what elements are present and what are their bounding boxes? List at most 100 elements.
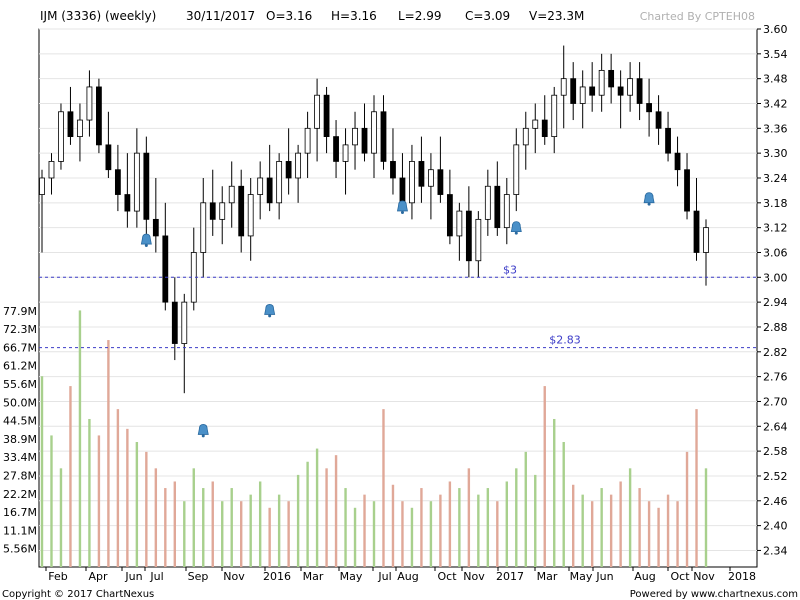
volume-bar <box>524 451 527 567</box>
candle-body <box>646 103 652 113</box>
candle-body <box>617 86 624 96</box>
candle-body <box>465 210 472 262</box>
volume-bar <box>401 501 404 567</box>
candle-body <box>598 69 605 96</box>
volume-bar <box>382 409 385 567</box>
time-tick-label: May <box>570 570 593 583</box>
time-tick-label: 2016 <box>263 570 291 583</box>
chart-header: IJM (3336) (weekly) 30/11/2017 O=3.16 H=… <box>40 9 755 23</box>
volume-bar <box>448 481 452 567</box>
time-tick-label: Apr <box>88 570 108 583</box>
candle-body <box>228 185 235 204</box>
price-tick-label: 2.94 <box>763 296 788 309</box>
candle-body <box>96 86 102 146</box>
price-tick-label: 2.58 <box>763 445 788 458</box>
time-tick-label: Nov <box>693 570 715 583</box>
candlestick-series <box>39 45 709 394</box>
volume-bar <box>258 481 262 567</box>
price-tick-label: 2.88 <box>763 321 788 334</box>
time-axis: Feb Apr Jun Jul Sep Nov 2016 Mar May Jul Aug Oct Nov… <box>45 567 756 583</box>
volume-axis: 77.9M 72.3M 66.7M 61.2M 55.6M 50.0M 44.5M 38.9M… <box>3 305 37 556</box>
candle-body <box>522 127 529 146</box>
volume-bar <box>666 494 670 567</box>
price-tick-label: 3.00 <box>763 271 788 284</box>
alert-bell-icon <box>396 200 408 214</box>
volume-bar <box>164 488 167 567</box>
alert-bell-icon <box>264 304 276 318</box>
candle-body <box>503 194 510 229</box>
price-tick-label: 2.82 <box>763 346 788 359</box>
volume-bar <box>590 501 594 567</box>
candle-body <box>48 161 55 179</box>
time-tick-label: Jun <box>595 570 613 583</box>
price-tick-label: 2.70 <box>763 395 788 408</box>
volume-tick-label: 72.3M <box>3 323 37 336</box>
candle-body <box>693 210 700 253</box>
volume-bar <box>467 468 471 567</box>
price-tick-label: 3.18 <box>763 197 788 210</box>
candle-body <box>295 152 302 179</box>
time-tick-label: Jun <box>124 570 142 583</box>
candle-body <box>636 78 643 104</box>
candle-body <box>494 185 501 229</box>
time-tick-label: Feb <box>48 570 67 583</box>
candle-body <box>276 161 283 204</box>
volume-tick-label: 22.2M <box>3 488 37 501</box>
bell-body <box>140 233 152 245</box>
candle-body <box>380 111 387 162</box>
volume-tick-label: 44.5M <box>3 415 37 428</box>
candle-body <box>484 185 491 220</box>
price-tick-label: 2.34 <box>763 544 788 557</box>
candle-body <box>86 86 93 121</box>
volume-bar <box>230 488 233 567</box>
candle-body <box>513 144 520 195</box>
volume-bar <box>458 488 461 567</box>
time-tick-label: Jul <box>377 570 391 583</box>
candle-body <box>58 111 64 162</box>
volume-bar <box>609 494 613 567</box>
price-tick-label: 3.06 <box>763 246 788 259</box>
candle-body <box>418 161 425 187</box>
bell-body <box>396 200 408 212</box>
price-tick-label: 3.30 <box>763 147 788 160</box>
volume-bar <box>515 468 518 567</box>
copyright-text: Copyright © 2017 ChartNexus <box>2 589 154 600</box>
time-tick-label: Mar <box>537 570 558 583</box>
volume-bar <box>534 474 537 567</box>
volume-tick-label: 77.9M <box>3 305 37 318</box>
symbol-label: IJM (3336) (weekly) <box>40 9 156 23</box>
volume-bar <box>439 494 442 567</box>
candle-body <box>77 119 83 137</box>
volume-tick-label: 5.56M <box>3 543 37 556</box>
volume-bar <box>107 340 110 567</box>
volume-bar <box>619 481 622 567</box>
bell-body <box>197 424 209 435</box>
price-tick-label: 2.46 <box>763 495 788 508</box>
bell-clapper <box>400 210 404 214</box>
time-tick-label: Oct <box>670 570 690 583</box>
price-tick-label: 2.40 <box>763 520 788 533</box>
price-axis: 3.60 3.54 3.48 3.42 3.36 3.30 3.24 3.18 3.12 3.06… <box>757 23 788 557</box>
volume-bar <box>306 461 309 567</box>
candle-body <box>171 301 178 344</box>
price-tick-label: 3.48 <box>763 73 788 86</box>
price-tick-label: 2.76 <box>763 371 788 384</box>
candle-body <box>342 144 349 162</box>
volume-tick-label: 38.9M <box>3 433 37 446</box>
candle-body <box>446 194 453 237</box>
candle-body <box>589 86 596 96</box>
price-tick-label: 3.42 <box>763 97 788 110</box>
volume-tick-label: 27.8M <box>3 470 37 483</box>
volume-bar <box>572 484 575 567</box>
candle-body <box>304 127 311 154</box>
volume-bar <box>676 501 679 567</box>
volume-bar <box>581 494 584 567</box>
candle-body <box>333 136 339 162</box>
volume-bar <box>391 484 395 567</box>
volume-bar <box>277 494 281 567</box>
candle-body <box>684 169 690 212</box>
candle-body <box>655 111 662 129</box>
candle-body <box>551 94 558 138</box>
volume-bar <box>553 418 556 567</box>
